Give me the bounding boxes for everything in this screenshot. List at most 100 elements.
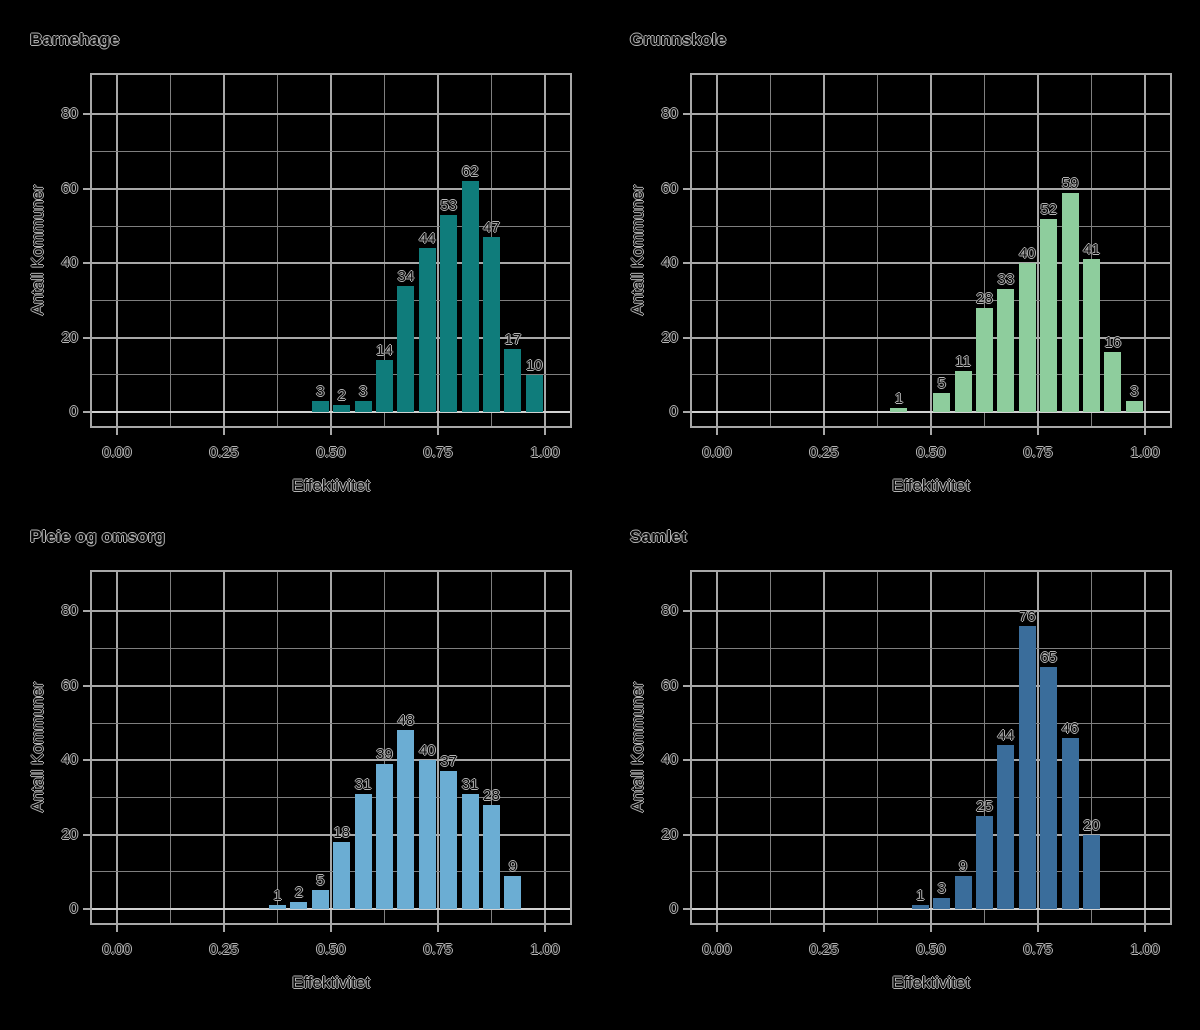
gridline-y-minor (692, 299, 1170, 301)
gridline-x-major (1144, 75, 1146, 426)
plot-panel: 1 5 11 28 33 40 52 59 41 16 3 (690, 73, 1172, 428)
y-tick-mark (683, 908, 690, 910)
gridline-y-minor (692, 722, 1170, 724)
chart-cell-grunnskole: Grunnskole Antall Kommuner 1 5 11 28 33 40 52 5… (600, 0, 1200, 533)
x-tick-mark (116, 925, 118, 932)
y-tick-mark (83, 908, 90, 910)
y-tick-mark (83, 187, 90, 190)
gridline-y-minor (692, 796, 1170, 798)
x-tick-label: 0.75 (423, 941, 453, 958)
histogram-bar (354, 400, 372, 412)
x-tick-mark (330, 925, 332, 932)
gridline-x-minor (877, 572, 878, 923)
bar-value-label: 5 (937, 375, 946, 393)
x-tick-label: 0.25 (209, 444, 239, 461)
axis-zero-line (92, 908, 570, 910)
histogram-bar (997, 289, 1015, 412)
bar-value-label: 52 (1040, 200, 1058, 218)
histogram-bar (269, 905, 286, 909)
gridline-x-major (1037, 572, 1039, 923)
x-tick-label: 0.00 (702, 941, 732, 958)
bar-value-label: 1 (916, 887, 925, 905)
gridline-y-major (692, 684, 1170, 687)
x-tick-mark (1144, 428, 1146, 435)
gridline-y-major (92, 759, 570, 762)
gridline-y-minor (692, 648, 1170, 650)
histogram-bar (483, 804, 500, 909)
bar-value-label: 5 (316, 872, 325, 890)
histogram-bar (1083, 834, 1100, 909)
bar-value-label: 33 (997, 271, 1015, 289)
axis-zero-line (92, 411, 570, 413)
gridline-y-major (692, 833, 1170, 836)
gridline-y-minor (692, 225, 1170, 227)
gridline-x-major (930, 75, 932, 426)
gridline-x-major (1144, 572, 1146, 923)
bar-value-label: 16 (1104, 334, 1122, 352)
y-tick-label: 40 (61, 751, 78, 769)
chart-cell-barnehage: Barnehage Antall Kommuner 3 2 3 14 34 44 53 62 4… (0, 0, 600, 533)
gridline-x-major (544, 75, 546, 426)
y-tick-mark (683, 187, 690, 190)
y-tick-label: 20 (61, 328, 78, 346)
bar-value-label: 39 (376, 745, 393, 763)
gridline-x-major (437, 572, 439, 923)
gridline-x-minor (770, 75, 771, 426)
x-axis-title: Effektivitet (891, 973, 971, 992)
gridline-y-major (92, 187, 570, 190)
histogram-bar (504, 875, 522, 909)
x-tick-label: 0.50 (316, 941, 346, 958)
x-axis-title: Effektivitet (291, 973, 371, 992)
gridline-x-minor (170, 572, 171, 923)
gridline-y-major (92, 262, 570, 265)
gridline-x-major (116, 75, 118, 426)
bar-value-label: 25 (976, 798, 993, 815)
gridline-x-minor (491, 572, 492, 923)
histogram-bar (890, 408, 908, 412)
bar-value-label: 2 (337, 386, 346, 404)
y-tick-mark (683, 610, 690, 613)
y-tick-mark (83, 262, 90, 265)
y-tick-label: 20 (661, 328, 678, 346)
histogram-bar (954, 875, 972, 909)
bar-value-label: 41 (1083, 241, 1100, 259)
gridline-x-major (223, 572, 225, 923)
gridline-x-minor (384, 75, 385, 426)
x-tick-mark (930, 925, 932, 932)
chart-title: Barnehage (30, 30, 120, 49)
bar-value-label: 14 (376, 341, 393, 359)
x-tick-label: 0.00 (102, 941, 132, 958)
gridline-x-minor (770, 572, 771, 923)
histogram-bar (1061, 192, 1079, 412)
gridline-y-major (92, 610, 570, 613)
gridline-y-minor (92, 648, 570, 650)
bar-value-label: 3 (937, 879, 946, 897)
x-tick-mark (823, 925, 825, 932)
gridline-x-minor (877, 75, 878, 426)
bar-value-label: 44 (418, 230, 436, 248)
y-tick-label: 0 (669, 403, 678, 420)
bar-value-label: 20 (1083, 816, 1100, 834)
y-tick-mark (83, 411, 90, 413)
histogram-bar (1018, 626, 1036, 909)
bar-value-label: 46 (1061, 719, 1079, 737)
gridline-y-minor (92, 299, 570, 301)
y-tick-label: 60 (661, 676, 678, 694)
y-tick-label: 20 (661, 825, 678, 843)
histogram-bar (397, 730, 415, 909)
plot-panel: 3 2 3 14 34 44 53 62 47 17 10 (90, 73, 572, 428)
histogram-bar (461, 793, 479, 909)
x-tick-label: 1.00 (530, 941, 560, 958)
gridline-x-major (930, 572, 932, 923)
x-tick-mark (437, 925, 439, 932)
bar-value-label: 44 (997, 727, 1015, 745)
gridline-x-major (330, 572, 332, 923)
gridline-y-minor (92, 796, 570, 798)
histogram-bar (418, 760, 436, 909)
gridline-x-major (1037, 75, 1039, 426)
gridline-x-major (716, 75, 718, 426)
gridline-y-minor (92, 151, 570, 153)
y-tick-label: 80 (61, 602, 78, 620)
histogram-bar (461, 181, 479, 412)
histogram-bar (333, 404, 351, 412)
